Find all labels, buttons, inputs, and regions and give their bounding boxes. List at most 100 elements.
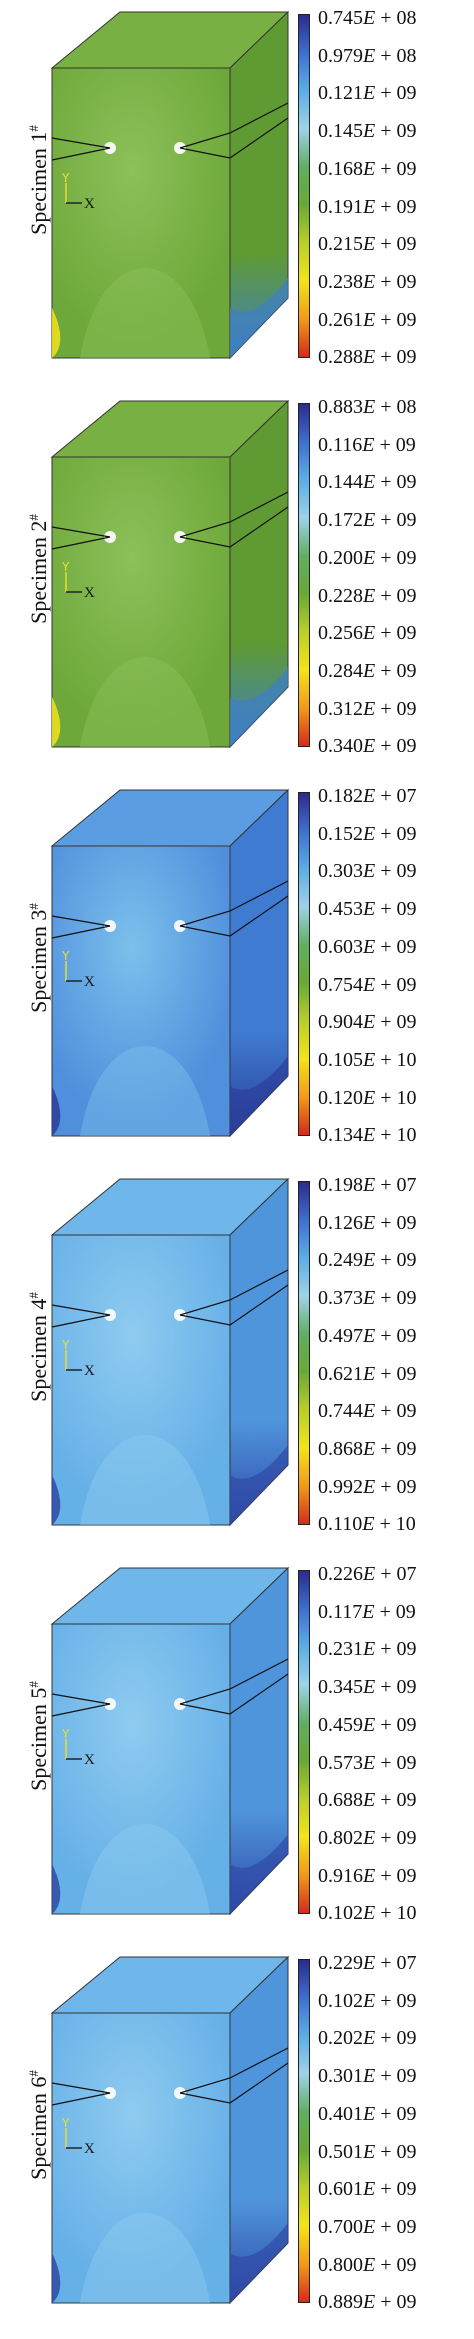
tick-exponent: + 10	[380, 1048, 417, 1071]
tick-exponent: + 10	[379, 1513, 416, 1536]
tick-mantissa: 0.229	[318, 1952, 363, 1974]
tick-exponent: + 09	[380, 270, 417, 293]
tick-mantissa: 0.134	[318, 1124, 363, 1147]
scale-tick-label: 0.904E + 09	[318, 1012, 417, 1032]
tick-exponent: + 09	[380, 195, 417, 218]
stress-concentration	[230, 1056, 288, 1136]
tick-exponent: + 08	[380, 396, 417, 418]
scale-tick-label: 0.102E + 10	[318, 1903, 417, 1923]
tick-exponent: + 09	[380, 546, 417, 569]
tick-exponent-symbol: E	[363, 2140, 376, 2163]
scale-tick-label: 0.603E + 09	[318, 937, 417, 957]
tick-exponent: + 07	[380, 1952, 417, 1974]
scale-tick-label: 0.688E + 09	[318, 1790, 417, 1810]
tick-exponent: + 07	[380, 1563, 417, 1585]
tick-exponent: + 09	[380, 1713, 417, 1736]
tick-mantissa: 0.168	[318, 157, 363, 180]
tick-exponent-symbol: E	[363, 44, 376, 67]
color-scale-labels: 0.745E + 08 0.979E + 08 0.121E + 09 0.145E …	[318, 8, 474, 368]
tick-exponent-symbol: E	[363, 1174, 376, 1196]
tick-exponent-symbol: E	[363, 1563, 376, 1585]
scale-tick-label: 0.497E + 09	[318, 1326, 417, 1346]
stress-concentration	[52, 1475, 61, 1525]
scale-tick-label: 0.345E + 09	[318, 1677, 417, 1697]
y-axis-label: Y	[61, 171, 70, 185]
tick-mantissa: 0.340	[318, 735, 363, 758]
tick-exponent-symbol: E	[363, 1676, 376, 1699]
y-axis-label: Y	[61, 1338, 70, 1352]
tick-mantissa: 0.573	[318, 1751, 363, 1774]
tick-exponent-symbol: E	[363, 935, 376, 958]
tick-exponent-symbol: E	[363, 157, 376, 180]
tick-mantissa: 0.226	[318, 1563, 363, 1585]
crack-line	[51, 526, 111, 550]
tick-exponent-symbol: E	[363, 308, 376, 331]
stress-concentration	[52, 1086, 61, 1136]
scale-tick-label: 0.226E + 07	[318, 1564, 417, 1584]
tick-mantissa: 0.459	[318, 1713, 363, 1736]
color-scale-bar	[298, 403, 310, 747]
scale-tick-label: 0.288E + 09	[318, 347, 417, 367]
scale-tick-label: 0.745E + 08	[318, 8, 417, 28]
scale-tick-label: 0.228E + 09	[318, 586, 417, 606]
tick-exponent-symbol: E	[363, 1400, 376, 1423]
fe-model-block: YX	[50, 788, 290, 1138]
tick-exponent: + 09	[380, 1400, 417, 1423]
tick-exponent: + 09	[380, 471, 417, 494]
tick-exponent: + 10	[380, 1902, 417, 1925]
tick-mantissa: 0.231	[318, 1638, 363, 1661]
tick-exponent: + 09	[380, 622, 417, 645]
tick-exponent-symbol: E	[363, 2215, 376, 2238]
tick-mantissa: 0.215	[318, 233, 363, 256]
tick-exponent: + 09	[380, 2140, 417, 2163]
x-axis-label: X	[84, 585, 95, 601]
tick-exponent-symbol: E	[362, 433, 375, 456]
scale-tick-label: 0.126E + 09	[318, 1213, 417, 1233]
tick-exponent: + 10	[380, 1124, 417, 1147]
scale-tick-label: 0.134E + 10	[318, 1125, 417, 1145]
tick-exponent-symbol: E	[363, 1287, 376, 1310]
x-axis-label: X	[84, 1363, 95, 1379]
tick-exponent-symbol: E	[363, 346, 376, 369]
tick-mantissa: 0.102	[318, 1902, 363, 1925]
tick-exponent-symbol: E	[363, 270, 376, 293]
fe-model-block: YX	[50, 1177, 290, 1527]
tick-mantissa: 0.497	[318, 1324, 363, 1347]
color-scale-bar	[298, 1959, 310, 2303]
scale-tick-label: 0.868E + 09	[318, 1439, 417, 1459]
tick-mantissa: 0.453	[318, 898, 363, 921]
scale-tick-label: 0.340E + 09	[318, 736, 417, 756]
scale-tick-label: 0.117E + 09	[318, 1602, 416, 1622]
tick-mantissa: 0.744	[318, 1400, 363, 1423]
tick-exponent: + 09	[380, 1211, 417, 1234]
crack-line	[179, 1658, 289, 1715]
color-scale-labels: 0.198E + 07 0.126E + 09 0.249E + 09 0.373E …	[318, 1175, 474, 1535]
stress-concentration	[230, 278, 288, 358]
tick-exponent: + 09	[380, 935, 417, 958]
specimen-label-superscript: #	[25, 903, 41, 910]
scale-tick-label: 0.312E + 09	[318, 699, 417, 719]
stress-concentration	[52, 308, 61, 358]
tick-exponent-symbol: E	[363, 2178, 376, 2201]
tick-exponent-symbol: E	[362, 1600, 375, 1623]
crack-line	[51, 1693, 111, 1717]
tick-mantissa: 0.228	[318, 584, 363, 607]
tick-mantissa: 0.102	[318, 1989, 363, 2012]
tick-mantissa: 0.979	[318, 44, 363, 67]
tick-exponent: + 09	[380, 860, 417, 883]
crack-line	[179, 1269, 289, 1326]
tick-exponent: + 09	[380, 308, 417, 331]
tick-mantissa: 0.303	[318, 860, 363, 883]
tick-exponent: + 09	[380, 1826, 417, 1849]
scale-tick-label: 0.802E + 09	[318, 1828, 417, 1848]
tick-exponent-symbol: E	[363, 1751, 376, 1774]
scale-tick-label: 0.284E + 09	[318, 661, 417, 681]
tick-exponent-symbol: E	[363, 1952, 376, 1974]
tick-exponent: + 09	[380, 822, 417, 845]
scale-tick-label: 0.992E + 09	[318, 1477, 417, 1497]
specimen-panel: Specimen 4# Y X 0.198E + 07 0.126E + 09 0.249…	[0, 1167, 474, 1547]
tick-mantissa: 0.284	[318, 659, 363, 682]
tick-exponent: + 09	[380, 659, 417, 682]
tick-mantissa: 0.249	[318, 1249, 363, 1272]
tick-mantissa: 0.301	[318, 2065, 363, 2088]
